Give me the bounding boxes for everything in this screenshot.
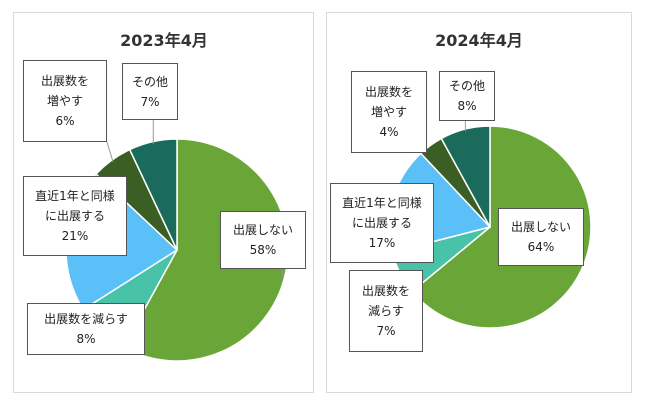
data-label-category: 増やす <box>46 94 83 108</box>
data-label-category: 直近1年と同様 <box>35 189 115 203</box>
chart-title: 2023年4月 <box>120 31 208 50</box>
data-label-category: 減らす <box>368 304 404 318</box>
data-label-category: に出展する <box>44 209 105 223</box>
data-label-category: 出展しない <box>232 223 293 237</box>
data-label-category: その他 <box>448 79 485 93</box>
data-label-category: 増やす <box>370 105 407 119</box>
data-label-exhibit-same: 直近1年と同様 に出展する 21% <box>23 176 127 256</box>
data-label-exhibit-none: 出展しない 64% <box>498 208 584 266</box>
data-label-value: 8% <box>76 332 96 346</box>
data-label-category: 直近1年と同様 <box>342 196 422 210</box>
data-label-value: 21% <box>61 229 89 243</box>
leader-lines <box>106 120 283 278</box>
data-label-value: 6% <box>55 114 75 128</box>
data-label-value: 17% <box>368 236 396 250</box>
pie-chart-2023: 2023年4月 出展しない 58% 出展数を減らす 8% 直近1年と同様 に出展する 21%… <box>13 12 314 393</box>
data-label-exhibit-increase: 出展数を増やす 6% <box>23 60 107 142</box>
data-label-value: 58% <box>249 243 277 257</box>
data-label-value: 7% <box>140 94 160 109</box>
data-label-exhibit-increase: 出展数を増やす 4% <box>351 71 427 153</box>
leader-line <box>106 141 114 163</box>
data-label-value: 4% <box>379 125 399 139</box>
data-label-category: 出展数を <box>40 74 89 88</box>
data-label-other: その他 7% <box>122 63 178 120</box>
data-label-category: 出展数を <box>361 284 410 298</box>
data-label-category: 出展数を <box>364 85 413 99</box>
data-label-exhibit-reduce: 出展数を減らす 7% <box>349 270 423 352</box>
data-label-exhibit-reduce: 出展数を減らす 8% <box>27 303 145 355</box>
data-label-category: その他 <box>131 74 168 89</box>
data-label-category: 出展数を減らす <box>44 312 128 326</box>
data-label-value: 64% <box>527 240 555 254</box>
data-label-exhibit-none: 出展しない 58% <box>220 211 306 269</box>
data-label-other: その他 8% <box>439 71 495 121</box>
data-label-category: 出展しない <box>510 220 571 234</box>
chart-title: 2024年4月 <box>435 31 523 50</box>
pie-slice-exhibit-none <box>122 138 289 362</box>
data-label-value: 7% <box>376 324 396 338</box>
data-label-category: に出展する <box>351 216 412 230</box>
data-label-exhibit-same: 直近1年と同様 に出展する 17% <box>330 183 434 263</box>
data-label-value: 8% <box>457 99 477 113</box>
pie-chart-2024: 2024年4月 出展しない 64% 出展数を減らす 7% 直近1年と同様 に出展する 17%… <box>326 12 632 393</box>
